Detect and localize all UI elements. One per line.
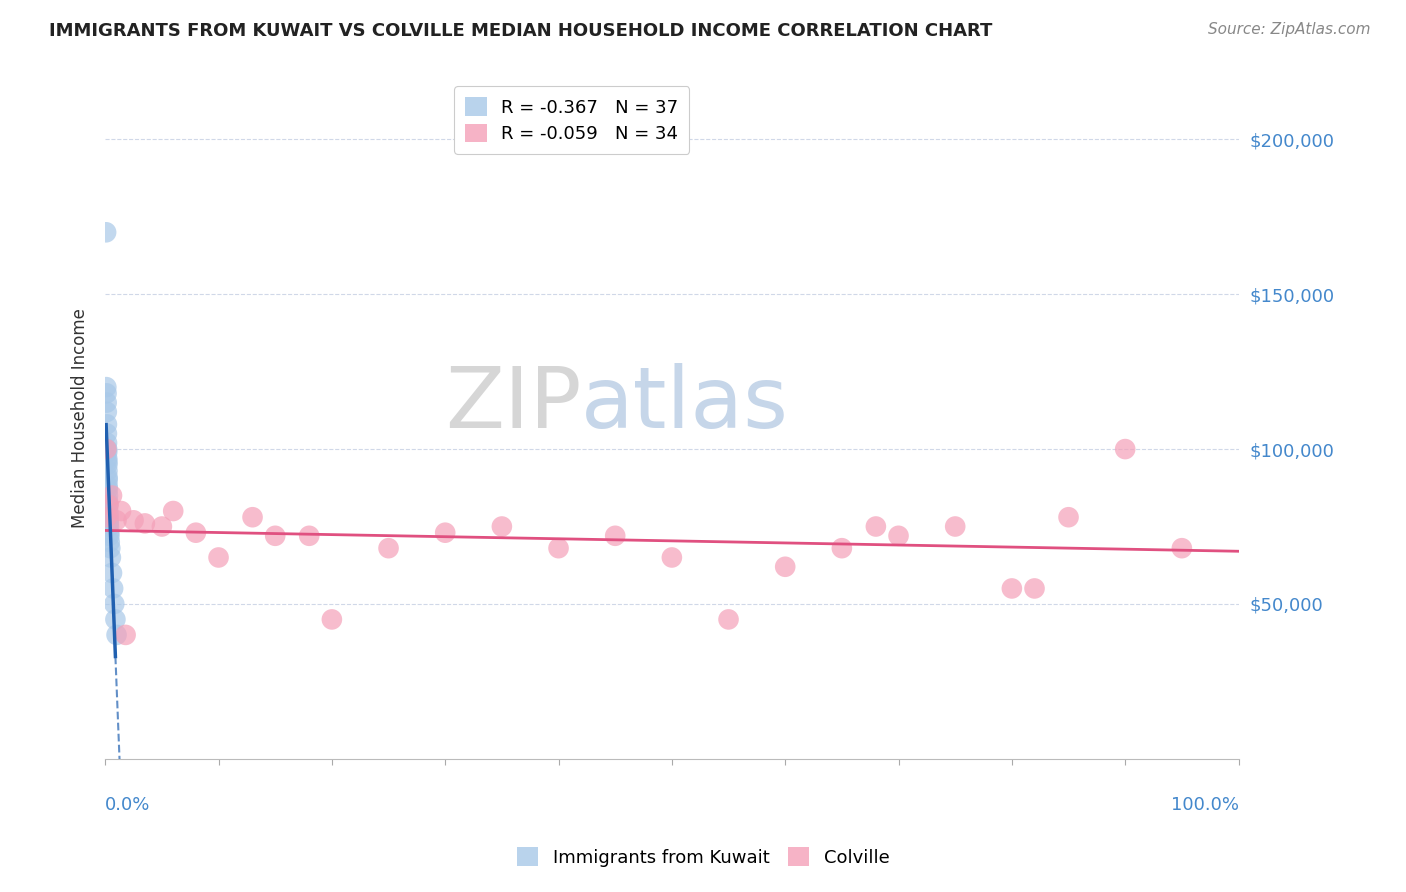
Legend: Immigrants from Kuwait, Colville: Immigrants from Kuwait, Colville (509, 840, 897, 874)
Point (162, 504, 184, 518)
Point (264, 529, 287, 543)
Point (1057, 510, 1080, 524)
Point (184, 525, 207, 540)
Point (97, 510, 120, 524)
Point (97, 483, 120, 497)
Point (97, 473, 120, 487)
Point (97, 516, 120, 531)
Point (605, 529, 627, 543)
Text: IMMIGRANTS FROM KUWAIT VS COLVILLE MEDIAN HOUSEHOLD INCOME CORRELATION CHART: IMMIGRANTS FROM KUWAIT VS COLVILLE MEDIA… (49, 22, 993, 40)
Point (98, 529, 121, 543)
Point (96, 442, 118, 456)
Point (150, 519, 173, 533)
Point (97, 470, 120, 484)
Point (865, 519, 887, 533)
Point (96, 417, 118, 432)
Point (96, 458, 118, 472)
Point (377, 541, 399, 556)
Point (96, 464, 118, 478)
Point (96, 380, 118, 394)
Point (96, 386, 118, 401)
Point (110, 504, 132, 518)
Point (96, 510, 118, 524)
Point (105, 628, 128, 642)
Point (242, 510, 264, 524)
Point (97, 489, 120, 503)
Legend: R = -0.367   N = 37, R = -0.059   N = 34: R = -0.367 N = 37, R = -0.059 N = 34 (454, 87, 689, 154)
Y-axis label: Median Household Income: Median Household Income (72, 308, 89, 528)
Point (96, 442, 118, 456)
Point (1171, 541, 1194, 556)
Point (105, 513, 128, 527)
Point (134, 516, 156, 531)
Point (831, 541, 853, 556)
Point (98, 541, 121, 556)
Point (1024, 582, 1046, 596)
Point (96, 395, 118, 409)
Point (98, 525, 121, 540)
Point (773, 559, 796, 574)
Point (103, 597, 125, 611)
Point (943, 519, 966, 533)
Text: atlas: atlas (581, 363, 789, 446)
Point (96, 451, 118, 466)
Text: Source: ZipAtlas.com: Source: ZipAtlas.com (1208, 22, 1371, 37)
Point (298, 529, 321, 543)
Point (97, 519, 120, 533)
Point (101, 566, 124, 580)
Point (491, 519, 513, 533)
Point (97, 504, 120, 518)
Point (96, 454, 118, 468)
Point (1001, 582, 1024, 596)
Point (98, 535, 121, 549)
Text: ZIP: ZIP (444, 363, 581, 446)
Point (207, 550, 229, 565)
Point (97, 479, 120, 493)
Point (717, 612, 740, 626)
Point (434, 525, 457, 540)
Point (547, 541, 569, 556)
Point (100, 550, 122, 565)
Point (97, 513, 120, 527)
Text: 100.0%: 100.0% (1171, 797, 1239, 814)
Point (887, 529, 910, 543)
Point (1114, 442, 1136, 456)
Point (94, 225, 117, 239)
Point (661, 550, 683, 565)
Point (97, 507, 120, 521)
Point (97, 498, 120, 512)
Point (101, 582, 124, 596)
Point (101, 489, 124, 503)
Point (97, 494, 120, 508)
Point (97, 498, 120, 512)
Text: 0.0%: 0.0% (105, 797, 150, 814)
Point (104, 612, 127, 626)
Point (114, 628, 136, 642)
Point (96, 445, 118, 459)
Point (96, 426, 118, 441)
Point (122, 513, 145, 527)
Point (96, 405, 118, 419)
Point (321, 612, 343, 626)
Point (96, 436, 118, 450)
